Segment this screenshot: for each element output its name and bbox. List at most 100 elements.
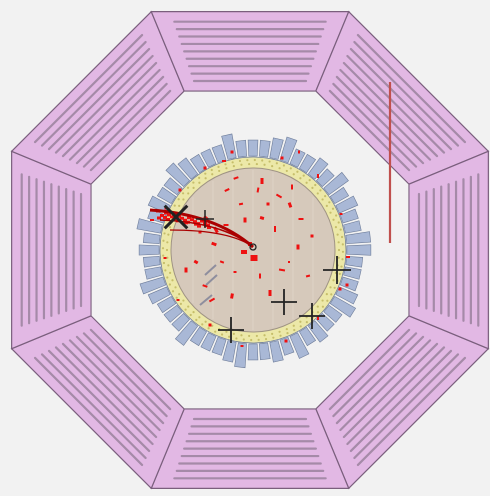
- tracker-sensor: [210, 168, 213, 172]
- tracker-sensor: [168, 226, 172, 229]
- energy-deposit: [298, 150, 300, 154]
- calorimeter-module: [200, 332, 217, 352]
- energy-deposit: [193, 220, 197, 224]
- energy-deposit: [317, 174, 319, 178]
- muon-chamber-strip: [356, 33, 467, 144]
- calorimeter-module: [189, 326, 208, 347]
- tracker-sensor: [235, 337, 238, 340]
- tracker-sensor: [232, 332, 235, 335]
- tracker-sensor: [198, 176, 201, 179]
- tracker-sensor: [174, 286, 177, 289]
- energy-deposit: [233, 271, 237, 273]
- muon-chamber-strip: [356, 356, 467, 467]
- tracker-sensor: [326, 299, 329, 302]
- energy-deposit: [198, 230, 202, 234]
- tracker-sensor: [240, 163, 243, 166]
- tracker-sensor: [314, 183, 317, 187]
- muon-chamber-strip: [332, 82, 418, 168]
- tracker-sensor: [337, 241, 340, 244]
- muon-chamber-strip: [61, 61, 158, 158]
- tracker-sensor: [302, 174, 305, 177]
- tracker-sensor: [238, 159, 242, 163]
- energy-deposit: [224, 188, 230, 192]
- tracker-sensor: [311, 186, 314, 189]
- calorimeter-module: [177, 157, 199, 180]
- jet-axis-markers: [163, 204, 351, 343]
- tracker-sensor: [211, 324, 214, 327]
- tracker-sensor: [275, 162, 278, 165]
- tracker-sensor: [282, 164, 286, 167]
- tracker-sensor: [204, 320, 207, 323]
- calorimeter-module: [307, 320, 329, 343]
- calorimeter-module: [165, 162, 190, 187]
- calorimeter-module: [307, 157, 329, 180]
- muon-chamber-strip: [328, 328, 411, 411]
- energy-deposit: [208, 297, 216, 303]
- energy-deposit: [284, 339, 288, 343]
- tracker-sensor: [168, 283, 171, 286]
- track-curve: [169, 229, 254, 248]
- energy-deposit: [219, 260, 225, 264]
- calorimeter-module: [316, 168, 335, 187]
- tracker-sensor: [332, 279, 335, 282]
- calorimeter-module: [247, 343, 259, 361]
- calorimeter-module: [323, 171, 349, 196]
- muon-chamber-strip: [54, 346, 154, 446]
- tracker-sensor: [296, 170, 299, 173]
- tracker-sensor: [248, 162, 251, 166]
- tracker-sensor: [225, 330, 228, 333]
- tracker-sensor: [240, 334, 243, 337]
- vertex-marker: [249, 243, 257, 251]
- muon-chamber-strip: [68, 68, 161, 161]
- tracker-sensor: [179, 302, 182, 305]
- tracker-sensor: [271, 165, 274, 168]
- jet-axis-marker: [271, 289, 297, 315]
- muon-chamber-strip: [349, 349, 453, 453]
- calorimeter-module: [156, 295, 177, 314]
- energy-deposit: [178, 188, 182, 192]
- energy-deposit: [230, 150, 234, 154]
- calorimeter-module: [259, 342, 271, 361]
- energy-deposit: [233, 176, 239, 180]
- muon-chamber-strip: [40, 353, 147, 460]
- energy-deposit: [150, 219, 154, 221]
- muon-chamber-strip: [353, 353, 460, 460]
- calorimeter-module: [200, 148, 217, 168]
- energy-deposit: [296, 244, 300, 250]
- muon-chamber-strip: [33, 33, 144, 144]
- energy-deposit: [256, 187, 260, 193]
- jet-axis-marker: [299, 303, 325, 329]
- muon-chamber-strip: [349, 47, 453, 151]
- tracker-sensor: [228, 335, 231, 338]
- energy-deposit: [160, 213, 164, 217]
- jet-axis-stroke: [163, 204, 189, 230]
- tracker-sensor: [319, 189, 322, 192]
- energy-deposit: [243, 217, 247, 223]
- tracker-sensor: [182, 299, 185, 302]
- muon-chamber-strip: [342, 342, 439, 439]
- energy-deposit: [345, 283, 349, 287]
- tracker-sensor: [340, 265, 343, 268]
- tracker-sensor: [163, 232, 166, 235]
- faint-track: [204, 264, 217, 276]
- tracker-sensor: [271, 332, 274, 335]
- tracker-sensor: [167, 264, 170, 267]
- calorimeter-module: [259, 139, 271, 158]
- tracker-sensor: [204, 177, 207, 180]
- muon-chamber-strip: [75, 75, 165, 165]
- energy-deposit: [280, 156, 284, 160]
- muon-chamber-strip: [89, 89, 172, 172]
- tracker-sensor: [164, 269, 167, 272]
- energy-deposit: [241, 250, 247, 254]
- calorimeter-module: [247, 139, 259, 157]
- calorimeter-module: [298, 153, 317, 174]
- tracker-sensor: [263, 334, 266, 337]
- calorimeter-module: [142, 256, 161, 268]
- calorimeter-module: [144, 266, 163, 280]
- energy-deposit: [287, 202, 293, 208]
- tracker-sensor: [165, 248, 169, 252]
- muon-chamber-strip: [75, 335, 165, 425]
- muon-chamber-strip: [40, 40, 147, 147]
- energy-deposit: [260, 178, 264, 184]
- energy-deposit: [177, 214, 181, 218]
